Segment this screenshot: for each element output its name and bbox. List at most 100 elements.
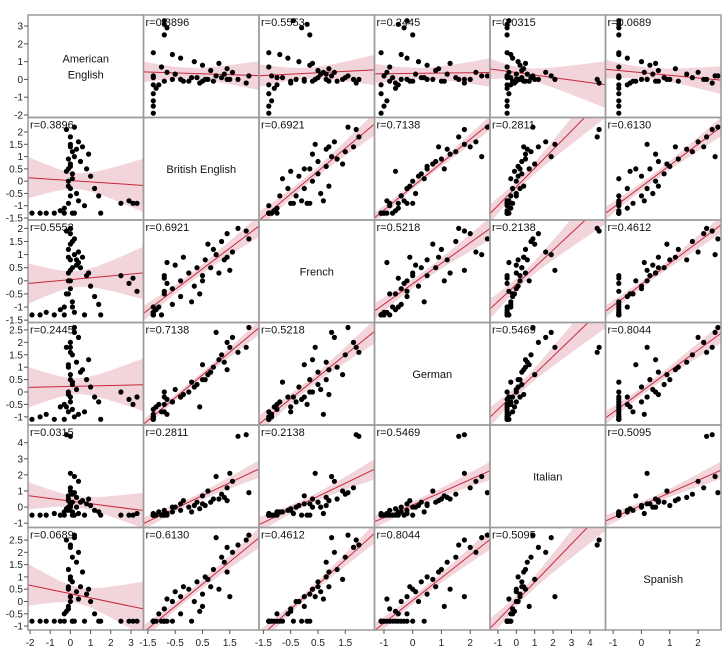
data-point — [199, 501, 206, 507]
data-point — [641, 411, 647, 417]
data-point — [430, 576, 436, 583]
data-point — [118, 618, 124, 624]
data-point — [37, 210, 43, 216]
data-point — [508, 618, 514, 624]
data-point — [517, 278, 523, 284]
data-point — [616, 91, 622, 97]
data-point — [199, 62, 206, 68]
data-point — [398, 76, 404, 82]
correlation-label: r=0.0315 — [30, 427, 74, 439]
data-point — [92, 185, 98, 192]
data-point — [309, 151, 316, 157]
data-point — [461, 470, 467, 476]
data-point — [522, 270, 529, 276]
data-point — [633, 278, 639, 284]
data-point — [378, 210, 384, 216]
matrix-cell-1-3: r=0.7138 — [373, 116, 491, 221]
data-point — [447, 270, 453, 276]
data-point — [279, 176, 286, 182]
cell-plot-area — [259, 117, 375, 220]
x-tick-label: -1 — [609, 638, 618, 649]
data-point — [266, 50, 272, 56]
data-point — [229, 334, 236, 340]
cell-plot-area — [143, 322, 259, 425]
data-point — [208, 67, 214, 74]
y-tick-label: -1.5 — [6, 316, 24, 327]
data-point — [390, 75, 396, 81]
data-point — [75, 334, 82, 340]
matrix-cell-0-1: r=0.3896 — [142, 14, 260, 119]
data-point — [65, 200, 71, 206]
data-point — [323, 574, 329, 580]
correlation-label: r=0.6921 — [146, 222, 190, 234]
data-point — [350, 144, 357, 150]
data-point — [158, 618, 165, 624]
data-point — [266, 618, 272, 624]
data-point — [219, 352, 225, 358]
data-point — [509, 200, 516, 206]
data-point — [290, 18, 296, 24]
data-point — [356, 134, 362, 140]
confidence-band — [143, 220, 259, 321]
data-point — [67, 141, 73, 147]
data-point — [404, 293, 410, 300]
y-tick-label: -1 — [14, 622, 23, 633]
fit-line — [374, 228, 490, 312]
x-tick-label: 0.5 — [196, 638, 210, 649]
data-point — [436, 144, 442, 150]
data-point — [594, 134, 600, 140]
data-point — [378, 91, 384, 97]
data-point — [384, 510, 390, 517]
data-point — [521, 144, 527, 150]
data-point — [69, 149, 75, 155]
data-point — [421, 176, 427, 182]
data-point — [271, 85, 277, 91]
data-point — [441, 78, 447, 84]
data-point — [456, 76, 462, 82]
data-point — [269, 98, 275, 104]
data-point — [274, 406, 280, 412]
data-point — [398, 504, 404, 510]
data-point — [320, 69, 326, 75]
x-tick-label: 0 — [639, 638, 645, 649]
matrix-cell-3-4: r=0.5469 — [489, 321, 607, 426]
data-point — [246, 532, 252, 538]
data-point — [664, 372, 670, 378]
data-point — [421, 509, 427, 515]
data-point — [65, 362, 71, 368]
data-point — [86, 357, 92, 363]
data-point — [216, 496, 222, 502]
data-point — [350, 544, 357, 551]
data-point — [301, 594, 307, 600]
data-point — [266, 203, 272, 209]
data-point — [84, 377, 90, 383]
data-point — [334, 364, 340, 370]
data-point — [246, 490, 252, 496]
data-point — [208, 584, 214, 590]
data-point — [63, 126, 69, 133]
data-point — [29, 416, 35, 422]
y-tick-label: -2 — [14, 111, 23, 122]
data-point — [205, 576, 211, 583]
data-point — [224, 339, 230, 345]
matrix-cell-5-4: r=0.5095 — [489, 526, 607, 631]
data-point — [479, 252, 485, 258]
data-point — [43, 210, 49, 216]
data-point — [398, 51, 404, 58]
data-point — [513, 262, 519, 268]
data-point — [169, 286, 175, 292]
data-point — [387, 64, 393, 70]
data-point — [51, 210, 57, 216]
data-point — [197, 608, 203, 614]
data-point — [326, 66, 332, 72]
data-point — [467, 485, 473, 491]
cell-plot-area — [605, 432, 721, 527]
fit-line — [490, 527, 589, 629]
data-point — [65, 166, 71, 172]
data-point — [689, 352, 696, 358]
data-point — [37, 618, 43, 624]
data-point — [134, 200, 140, 206]
data-point — [515, 574, 521, 580]
data-point — [329, 535, 335, 541]
data-point — [712, 154, 718, 160]
